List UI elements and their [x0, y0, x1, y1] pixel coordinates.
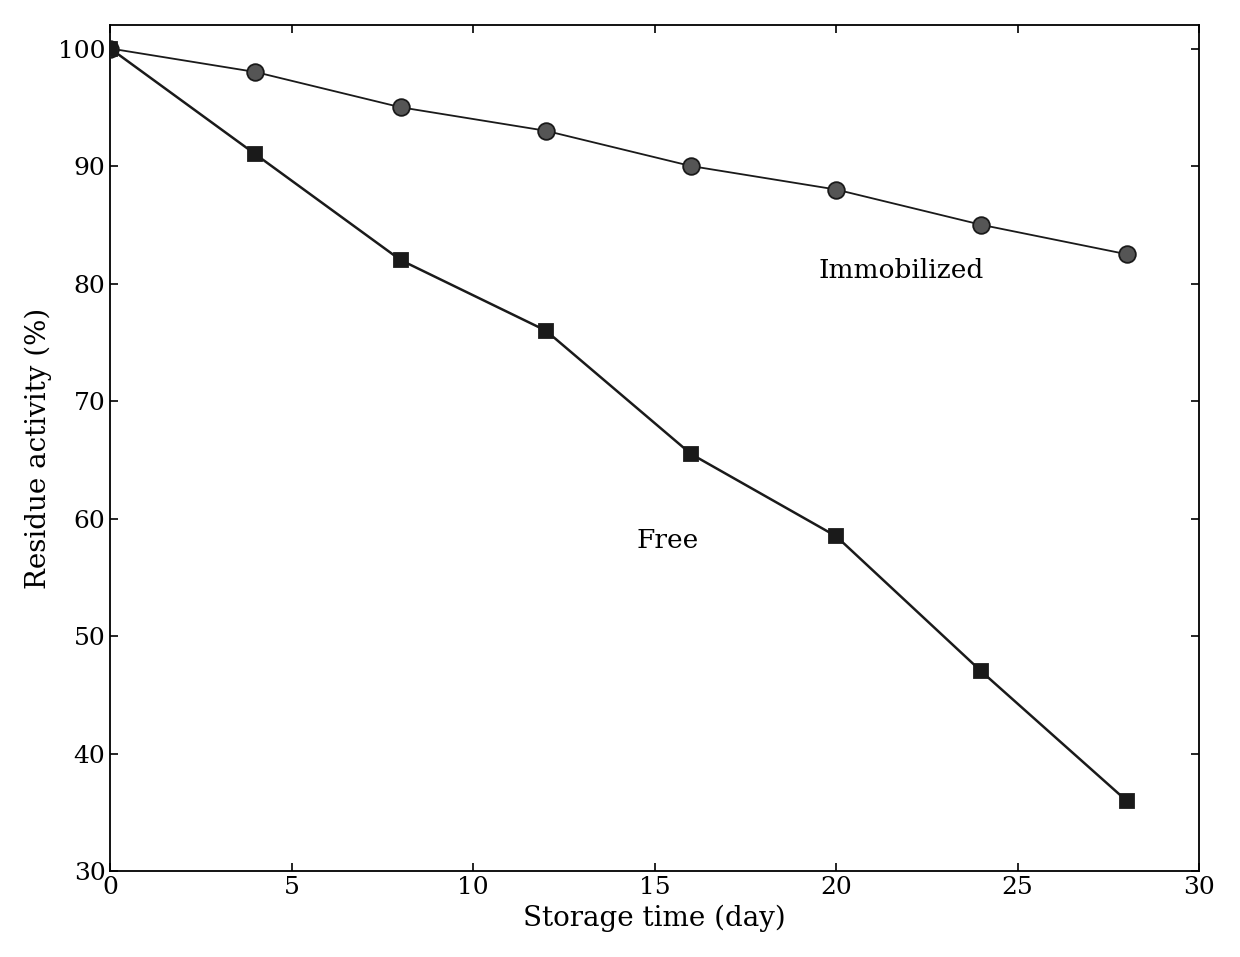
Y-axis label: Residue activity (%): Residue activity (%) — [25, 307, 52, 589]
Text: Immobilized: Immobilized — [818, 257, 983, 282]
X-axis label: Storage time (day): Storage time (day) — [523, 904, 786, 932]
Text: Free: Free — [636, 528, 699, 553]
